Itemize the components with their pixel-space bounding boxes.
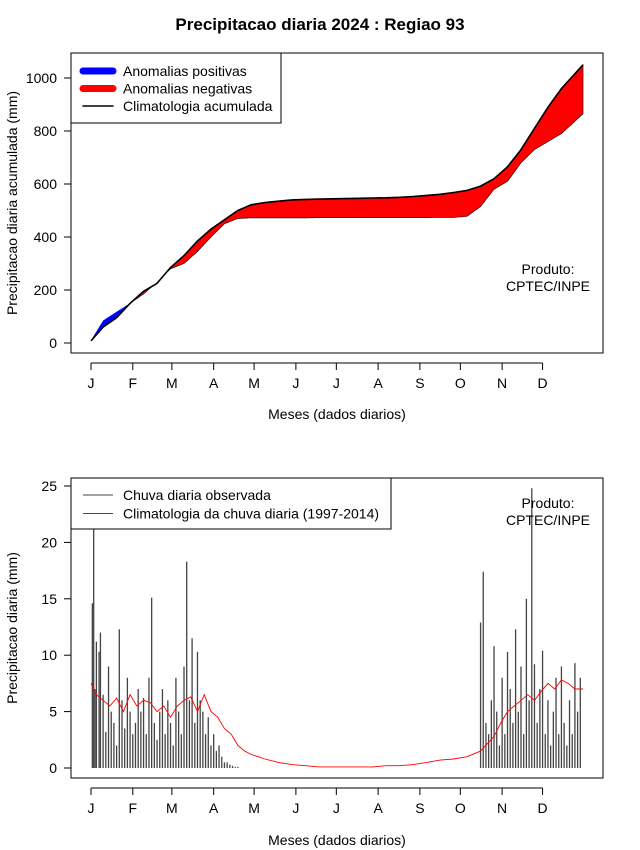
x-tick-label: J [292,800,299,816]
x-tick-label: M [248,375,260,391]
x-tick-label: M [248,800,260,816]
x-axis-label: Meses (dados diarios) [268,832,406,848]
product-annotation-source: CPTEC/INPE [505,512,590,528]
product-annotation-label: Produto: [521,261,575,277]
product-annotation-source: CPTEC/INPE [505,278,590,294]
climatology-cumulative-line [90,64,584,342]
y-axis-label: Precipitacao diaria acumulada (mm) [4,91,20,315]
x-tick-label: A [209,800,219,816]
legend-label: Anomalias positivas [123,63,247,79]
x-tick-label: A [373,375,383,391]
legend-box [70,477,392,530]
x-tick-label: A [209,375,219,391]
x-tick-label: N [497,375,507,391]
y-tick-label: 1000 [26,70,57,86]
legend-label: Anomalias negativas [123,81,252,97]
legend-label: Chuva diaria observada [123,487,271,503]
y-tick-label: 200 [34,282,58,298]
y-tick-label: 800 [34,123,58,139]
x-tick-label: D [537,800,547,816]
x-tick-label: A [373,800,383,816]
x-tick-label: S [415,375,424,391]
y-tick-label: 15 [41,591,57,607]
y-tick-label: 0 [49,760,57,776]
climatology-daily-line [90,679,583,768]
x-tick-label: J [333,800,340,816]
x-tick-label: F [129,375,138,391]
y-axis-label: Precipitacao diaria (mm) [4,552,20,704]
y-tick-label: 10 [41,647,57,663]
x-tick-label: O [455,800,466,816]
product-annotation-bottom: Produto: CPTEC/INPE [498,495,598,529]
x-tick-label: J [88,800,95,816]
x-tick-label: N [497,800,507,816]
legend-label: Climatologia da chuva diaria (1997-2014) [123,506,379,522]
y-tick-label: 400 [34,229,58,245]
x-axis-label: Meses (dados diarios) [268,406,406,422]
y-tick-label: 20 [41,534,57,550]
cumulative-precipitation-chart: 0 200 400 600 800 1000 J F M A M J J A S O N D Meses (dado… [4,52,604,422]
x-tick-label: O [455,375,466,391]
x-tick-label: S [415,800,424,816]
page-title: Precipitacao diaria 2024 : Regiao 93 [175,15,465,34]
x-tick-label: F [129,800,138,816]
y-tick-label: 0 [49,335,57,351]
x-tick-label: M [166,800,178,816]
y-tick-label: 5 [49,704,57,720]
y-tick-label: 600 [34,176,58,192]
plot-frame [70,52,604,354]
product-annotation-top: Produto: CPTEC/INPE [498,261,598,295]
x-tick-label: J [88,375,95,391]
legend-label: Climatologia acumulada [123,98,273,114]
x-tick-label: M [166,375,178,391]
x-tick-label: J [292,375,299,391]
x-tick-label: D [537,375,547,391]
y-tick-label: 25 [41,478,57,494]
product-annotation-label: Produto: [521,495,575,511]
x-tick-label: J [333,375,340,391]
